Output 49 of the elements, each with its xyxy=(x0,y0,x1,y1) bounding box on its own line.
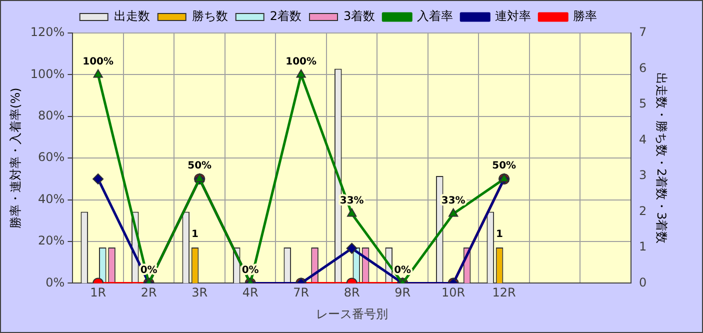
data-label: 100% xyxy=(286,56,317,68)
point xyxy=(448,208,458,217)
x-tick-label: 9R xyxy=(394,286,411,300)
x-tick-label: 8R xyxy=(344,286,360,300)
legend-label: 勝ち数 xyxy=(192,9,228,24)
legend-label: 2着数 xyxy=(270,9,302,24)
y2-tick-label: 3 xyxy=(638,168,647,182)
point xyxy=(92,173,104,184)
data-label: 100% xyxy=(82,56,114,68)
data-label: 0% xyxy=(394,264,412,276)
y-tick-label: 0% xyxy=(46,275,65,290)
y2-tick-label: 0 xyxy=(638,275,647,290)
legend-label: 連対率 xyxy=(495,9,532,24)
point xyxy=(499,173,509,182)
legend-label: 入着率 xyxy=(417,9,454,24)
y2-axis-title: 出走数・勝ち数・2着数・3着数 xyxy=(654,72,669,244)
legend-label: 3着数 xyxy=(344,9,376,24)
data-label: 1 xyxy=(496,229,504,240)
x-tick-label: 3R xyxy=(192,286,208,300)
x-tick-label: 2R xyxy=(140,286,157,300)
x-axis-title: レース番号別 xyxy=(316,306,388,321)
y-tick-label: 40% xyxy=(38,192,65,206)
y2-tick-label: 4 xyxy=(638,132,647,146)
point xyxy=(194,173,204,182)
y-tick-label: 100% xyxy=(30,66,65,81)
y-tick-label: 60% xyxy=(38,150,65,164)
x-tick-label: 12R xyxy=(492,286,516,300)
point xyxy=(347,208,357,217)
data-label: 50% xyxy=(492,160,516,172)
y-tick-label: 80% xyxy=(38,108,65,123)
x-tick-label: 1R xyxy=(90,286,106,300)
legend-label: 出走数 xyxy=(114,9,150,24)
x-tick-label: 10R xyxy=(442,286,466,300)
legend-label: 勝率 xyxy=(573,9,598,24)
y-axis-title: 勝率・連対率・入着率(%) xyxy=(8,88,22,228)
point xyxy=(296,69,306,78)
x-tick-label: 4R xyxy=(242,286,258,300)
y-tick-label: 20% xyxy=(38,234,65,248)
data-label: 1 xyxy=(192,229,199,240)
y2-tick-label: 1 xyxy=(638,240,647,254)
y2-tick-label: 6 xyxy=(638,60,647,75)
point xyxy=(93,69,103,78)
y-tick-label: 120% xyxy=(30,25,65,40)
y2-tick-label: 2 xyxy=(638,204,647,218)
y2-tick-label: 5 xyxy=(638,96,647,111)
data-label: 50% xyxy=(188,160,212,172)
y2-tick-label: 7 xyxy=(638,25,647,40)
x-tick-label: 7R xyxy=(293,286,310,300)
data-label: 0% xyxy=(140,264,158,276)
